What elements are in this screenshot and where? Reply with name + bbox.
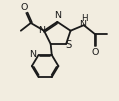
Text: S: S xyxy=(65,40,72,50)
Text: N: N xyxy=(54,11,61,20)
Text: O: O xyxy=(92,48,99,57)
Text: N: N xyxy=(79,21,86,29)
Text: H: H xyxy=(81,14,88,23)
Text: O: O xyxy=(21,3,28,12)
Text: N: N xyxy=(30,50,37,59)
Text: N: N xyxy=(38,26,45,35)
